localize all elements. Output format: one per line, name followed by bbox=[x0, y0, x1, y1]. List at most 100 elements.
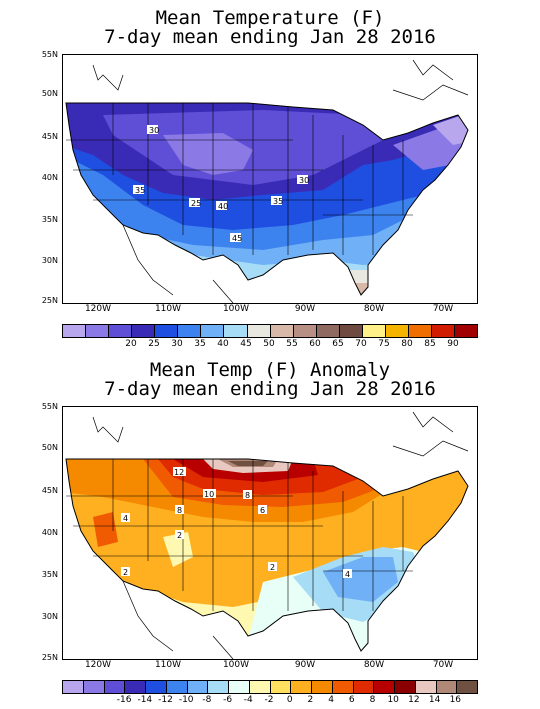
lat-label: 40N bbox=[41, 528, 58, 537]
colorbar-swatch bbox=[362, 325, 386, 337]
colorbar-swatch bbox=[339, 325, 363, 337]
top-map: 30 35 25 40 30 35 45 bbox=[62, 54, 478, 304]
bottom-title-line2: 7-day mean ending Jan 28 2016 bbox=[104, 378, 436, 400]
colorbar-swatch bbox=[201, 325, 225, 337]
colorbar-label: 90 bbox=[447, 339, 459, 349]
colorbar-swatch bbox=[125, 681, 146, 693]
colorbar-label: -8 bbox=[202, 695, 212, 705]
lat-label: 45N bbox=[41, 486, 58, 495]
colorbar-label: 2 bbox=[307, 695, 314, 705]
colorbar-swatch bbox=[332, 681, 354, 693]
bottom-state-lines bbox=[65, 458, 469, 652]
colorbar-swatch bbox=[291, 681, 312, 693]
colorbar-swatch bbox=[353, 681, 375, 693]
contour-label: 45 bbox=[232, 234, 242, 243]
colorbar-label: -4 bbox=[243, 695, 253, 705]
top-temperature-field bbox=[66, 103, 468, 295]
colorbar-swatch bbox=[293, 325, 317, 337]
colorbar-label: 30 bbox=[171, 339, 183, 349]
top-map-svg: 30 35 25 40 30 35 45 bbox=[65, 59, 469, 303]
colorbar-label: 35 bbox=[194, 339, 206, 349]
colorbar-swatch bbox=[187, 681, 209, 693]
lat-label: 35N bbox=[41, 570, 58, 579]
colorbar-label: 8 bbox=[369, 695, 376, 705]
lon-label: 110W bbox=[154, 660, 182, 670]
colorbar-swatch bbox=[385, 325, 409, 337]
colorbar-swatch bbox=[166, 681, 188, 693]
contour-label: 2 bbox=[177, 531, 182, 540]
colorbar-label: 75 bbox=[378, 339, 390, 349]
colorbar-label: 14 bbox=[428, 695, 441, 705]
lon-label: 120W bbox=[84, 304, 112, 314]
lon-label: 90W bbox=[294, 304, 316, 314]
lat-label: 25N bbox=[41, 653, 58, 662]
lat-label: 55N bbox=[41, 402, 58, 411]
colorbar-swatch bbox=[104, 681, 126, 693]
colorbar-label: -10 bbox=[178, 695, 194, 705]
colorbar-swatch bbox=[415, 681, 437, 693]
colorbar-label: 40 bbox=[217, 339, 229, 349]
colorbar-label: 6 bbox=[348, 695, 355, 705]
contour-label: 40 bbox=[218, 202, 228, 211]
colorbar-label: 55 bbox=[286, 339, 298, 349]
lat-label: 40N bbox=[41, 173, 58, 182]
colorbar-swatch bbox=[146, 681, 167, 693]
lat-label: 50N bbox=[41, 89, 58, 98]
colorbar-swatch bbox=[457, 681, 477, 693]
lat-label: 30N bbox=[41, 612, 58, 621]
colorbar-swatch bbox=[63, 325, 87, 337]
colorbar-label: 10 bbox=[387, 695, 399, 705]
lon-label: 100W bbox=[222, 660, 250, 670]
contour-label: 12 bbox=[174, 468, 184, 477]
top-contour-labels: 30 35 25 40 30 35 45 bbox=[133, 125, 309, 243]
colorbar-label: 65 bbox=[332, 339, 344, 349]
contour-label: 4 bbox=[123, 514, 128, 523]
colorbar-swatch bbox=[408, 325, 432, 337]
colorbar-label: 45 bbox=[240, 339, 252, 349]
lon-label: 80W bbox=[363, 304, 385, 314]
contour-label: 8 bbox=[177, 506, 182, 515]
lat-label: 50N bbox=[41, 443, 58, 452]
top-title-line1: Mean Temperature (F) bbox=[155, 7, 385, 29]
colorbar-label: 0 bbox=[286, 695, 293, 705]
lon-label: 120W bbox=[84, 660, 112, 670]
colorbar-swatch bbox=[229, 681, 250, 693]
colorbar-label: -2 bbox=[264, 695, 274, 705]
contour-label: 4 bbox=[345, 570, 350, 579]
contour-label: 30 bbox=[149, 126, 159, 135]
colorbar-label: 85 bbox=[424, 339, 436, 349]
colorbar-swatch bbox=[83, 681, 105, 693]
colorbar-swatch bbox=[436, 681, 458, 693]
bottom-title-line1: Mean Temp (F) Anomaly bbox=[149, 359, 391, 381]
colorbar-label: -12 bbox=[158, 695, 173, 705]
bottom-coastlines bbox=[92, 411, 469, 659]
colorbar-label: 12 bbox=[408, 695, 420, 705]
lat-label: 35N bbox=[41, 215, 58, 224]
colorbar-label: 80 bbox=[401, 339, 413, 349]
colorbar-swatch bbox=[270, 325, 294, 337]
colorbar-label: -16 bbox=[116, 695, 132, 705]
lon-label: 80W bbox=[363, 660, 385, 670]
colorbar-label: 4 bbox=[328, 695, 334, 705]
contour-label: 8 bbox=[245, 491, 250, 500]
colorbar-label: 25 bbox=[148, 339, 160, 349]
colorbar-label: -6 bbox=[223, 695, 233, 705]
bottom-map: 12 10 8 6 8 4 2 2 2 4 bbox=[62, 406, 478, 660]
lat-label: 45N bbox=[41, 132, 58, 141]
top-colorbar-labels: 20 25 30 35 40 45 50 55 60 65 70 75 80 85 90 bbox=[62, 339, 476, 351]
colorbar-swatch bbox=[316, 325, 340, 337]
bottom-colorbar bbox=[62, 680, 478, 694]
bottom-anomaly-field bbox=[66, 459, 468, 651]
contour-label: 10 bbox=[204, 490, 214, 499]
colorbar-label: 60 bbox=[309, 339, 321, 349]
colorbar-swatch bbox=[247, 325, 271, 337]
colorbar-swatch bbox=[395, 681, 416, 693]
colorbar-label: 50 bbox=[263, 339, 275, 349]
colorbar-swatch bbox=[208, 681, 229, 693]
lat-label: 25N bbox=[41, 296, 58, 305]
colorbar-swatch bbox=[270, 681, 292, 693]
lat-label: 30N bbox=[41, 256, 58, 265]
colorbar-swatch bbox=[224, 325, 248, 337]
colorbar-swatch bbox=[178, 325, 202, 337]
colorbar-swatch bbox=[109, 325, 133, 337]
